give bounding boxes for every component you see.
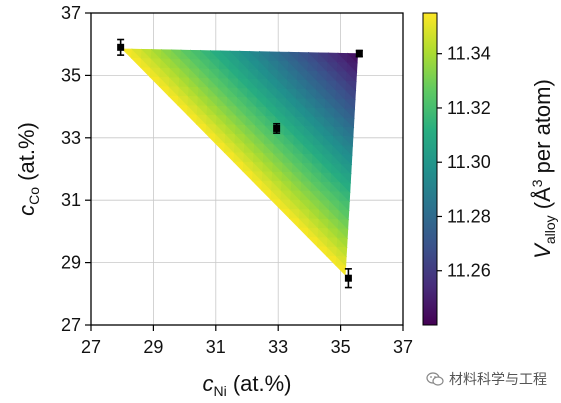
region-cell	[340, 173, 352, 184]
y-tick-label: 29	[61, 253, 81, 273]
region-cell	[149, 76, 161, 88]
colorbar-gradient	[422, 12, 438, 326]
x-tick-label: 35	[331, 337, 351, 357]
y-tick-label: 37	[61, 3, 81, 23]
x-tick-label: 29	[143, 337, 163, 357]
region-cell	[336, 237, 348, 249]
region-cell	[186, 114, 198, 125]
colorbar-tick-label: 11.32	[447, 98, 491, 118]
point-marker	[273, 124, 281, 132]
region-cell	[260, 189, 272, 201]
colorbar: 11.26 11.28 11.30 11.32 11.34 Valloy (Å3 per …	[422, 12, 558, 326]
watermark-text: 材料科学与工程	[449, 372, 547, 388]
region-cell	[338, 200, 350, 212]
region-cell	[242, 171, 254, 182]
y-tick-label: 27	[61, 315, 81, 335]
region-cell	[344, 108, 355, 119]
y-tick-label: 35	[61, 65, 81, 85]
region-cell	[195, 123, 207, 135]
point-marker	[355, 50, 363, 58]
region-cell	[251, 180, 263, 191]
colorbar-tick-label: 11.26	[447, 261, 491, 281]
region-cell	[342, 136, 354, 147]
region-cell	[339, 182, 351, 193]
region-cell	[223, 152, 235, 163]
region-cell	[347, 53, 359, 64]
region-cell	[345, 89, 356, 101]
region-cell	[167, 95, 179, 107]
colorbar-tick-label: 11.34	[447, 44, 491, 64]
region-cell	[130, 57, 142, 69]
y-axis-title: cCo (at.%)	[14, 122, 42, 216]
region-cell	[158, 86, 170, 97]
data-point	[344, 268, 352, 289]
interpolated-region	[121, 48, 359, 276]
colorbar-tick-label: 11.28	[447, 206, 491, 226]
region-cell	[288, 218, 300, 229]
region-cell	[338, 209, 350, 221]
region-cell	[340, 163, 352, 175]
region-cell	[342, 145, 353, 156]
point-marker	[344, 274, 352, 282]
x-tick-label: 33	[268, 337, 288, 357]
region-cell	[339, 191, 351, 202]
region-cell	[307, 237, 319, 248]
x-tick-label: 27	[81, 337, 101, 357]
region-cell	[335, 265, 347, 276]
data-points	[117, 38, 363, 289]
data-point	[117, 38, 125, 56]
region-cell	[270, 199, 282, 210]
x-axis-title: cNi (at.%)	[202, 371, 291, 399]
colorbar-tick-label: 11.30	[447, 152, 491, 172]
region-cell	[279, 208, 291, 220]
watermark: 材料科学与工程	[426, 369, 547, 389]
region-cell	[346, 71, 358, 82]
region-cell	[205, 133, 216, 144]
region-cell	[337, 228, 349, 239]
y-tick-label: 31	[61, 190, 81, 210]
wechat-icon	[426, 372, 444, 386]
plot-frame	[90, 12, 404, 326]
point-marker	[117, 43, 125, 51]
region-cell	[336, 246, 348, 258]
region-cell	[214, 142, 226, 154]
region-cell	[343, 117, 355, 129]
region-cell	[335, 256, 347, 267]
region-cell	[337, 219, 349, 230]
region-cell	[325, 255, 337, 267]
region-cell	[346, 62, 358, 73]
colorbar-title: Valloy (Å3 per atom)	[529, 79, 558, 259]
x-tick-label: 37	[393, 337, 413, 357]
region-cell	[341, 154, 353, 166]
region-cell	[344, 99, 356, 110]
region-cell	[343, 126, 354, 138]
region-cell	[233, 161, 244, 173]
axis-ticks: 27 29 31 33 35 37 27 29 31 33 35 37	[61, 3, 413, 357]
region-cell	[345, 80, 357, 92]
axis-titles: cNi (at.%) cCo (at.%)	[14, 122, 292, 399]
data-point	[355, 49, 363, 58]
region-cell	[298, 227, 309, 239]
x-tick-label: 31	[206, 337, 226, 357]
region-cell	[316, 246, 328, 257]
data-point	[273, 122, 281, 134]
region-cell	[177, 105, 189, 116]
y-tick-label: 33	[61, 128, 81, 148]
